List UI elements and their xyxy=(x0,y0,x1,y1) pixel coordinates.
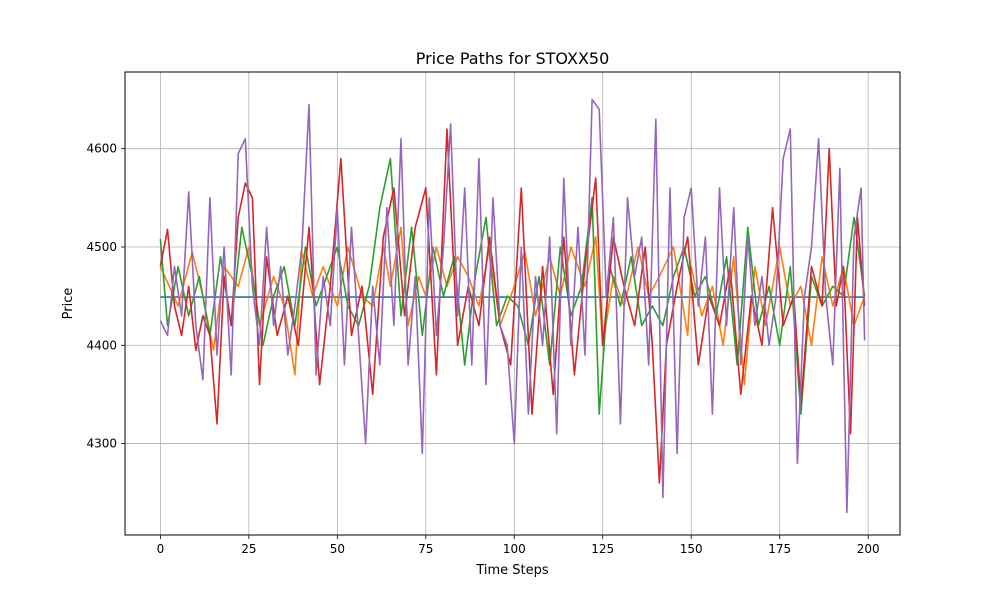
x-tick-label: 0 xyxy=(157,542,165,556)
y-tick-label: 4500 xyxy=(86,240,117,254)
plot-frame xyxy=(124,71,901,536)
y-tick-label: 4600 xyxy=(86,142,117,156)
x-tick-label: 175 xyxy=(768,542,791,556)
axis-ticks: 0 25 50 75 100 125 150 175 200 4300 4400 4500 4600 xyxy=(86,142,879,556)
x-tick-label: 125 xyxy=(591,542,614,556)
x-tick-label: 200 xyxy=(857,542,880,556)
y-tick-label: 4300 xyxy=(86,437,117,451)
x-tick-label: 25 xyxy=(241,542,256,556)
x-tick-label: 100 xyxy=(503,542,526,556)
x-tick-label: 75 xyxy=(418,542,433,556)
series-group xyxy=(159,98,866,514)
chart-title: Price Paths for STOXX50 xyxy=(416,49,610,68)
series-line-3 xyxy=(159,157,866,415)
series-line-5 xyxy=(159,98,866,514)
y-tick-label: 4400 xyxy=(86,338,117,352)
x-tick-label: 150 xyxy=(680,542,703,556)
series-line-2 xyxy=(159,226,866,386)
y-axis-label: Price xyxy=(61,288,76,320)
x-tick-label: 50 xyxy=(330,542,345,556)
x-axis-label: Time Steps xyxy=(475,563,549,578)
series-line-4 xyxy=(159,128,866,484)
